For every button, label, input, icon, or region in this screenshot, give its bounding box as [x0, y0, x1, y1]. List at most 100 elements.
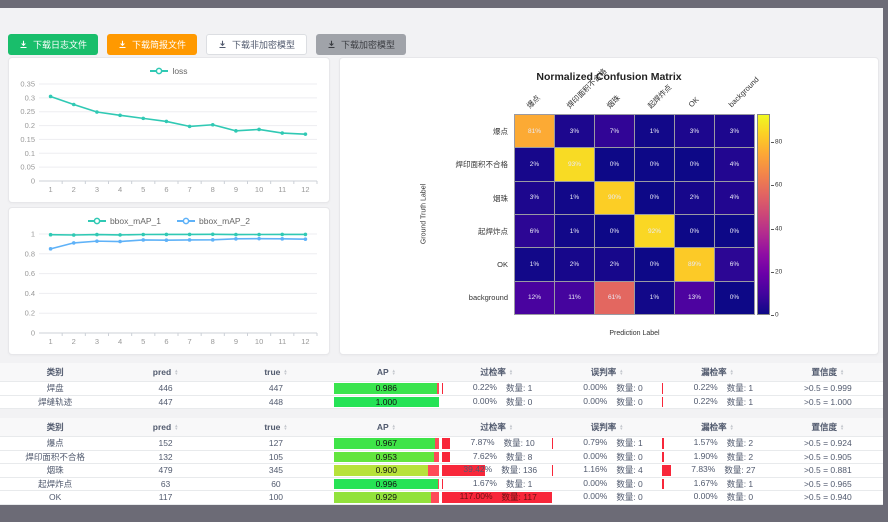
svg-text:0.3: 0.3	[25, 93, 35, 102]
matrix-cell-value: 3%	[689, 127, 700, 135]
column-header[interactable]: 置信度 ▲ ▼	[773, 418, 883, 436]
confusion-matrix-xlabel: Prediction Label	[609, 330, 660, 337]
sort-caret-icon[interactable]: ▲ ▼	[839, 367, 845, 376]
rate-percent: 0.00%	[583, 382, 608, 393]
column-header[interactable]: pred ▲ ▼	[110, 363, 220, 381]
rate-text: 0.00% 数量: 0	[571, 396, 643, 408]
sort-caret-icon[interactable]: ▲ ▼	[619, 422, 624, 431]
legend-item[interactable]: loss	[150, 65, 188, 76]
svg-text:1: 1	[31, 230, 35, 239]
sort-caret-icon[interactable]: ▲ ▼	[619, 367, 624, 376]
sort-caret-icon[interactable]: ▲ ▼	[174, 422, 179, 431]
svg-text:6: 6	[164, 337, 168, 346]
class-cell: 起焊炸点	[38, 478, 73, 489]
legend-item[interactable]: bbox_mAP_1	[87, 215, 161, 226]
true-cell: 345	[268, 465, 284, 476]
column-header-label: 置信度	[811, 367, 837, 377]
svg-text:0.8: 0.8	[25, 249, 35, 258]
matrix-cell: 1%	[515, 248, 554, 281]
button-label: 下载加密模型	[341, 40, 396, 50]
rate-percent: 0.00%	[583, 491, 608, 502]
sort-caret-icon[interactable]: ▲ ▼	[391, 422, 396, 431]
svg-text:0.2: 0.2	[25, 309, 35, 318]
column-header[interactable]: true ▲ ▼	[221, 363, 331, 381]
ap-bar: 0.929	[334, 492, 439, 503]
column-header[interactable]: 置信度 ▲ ▼	[773, 363, 883, 381]
matrix-cell-value: 2%	[529, 160, 540, 168]
rate-bar	[662, 383, 664, 394]
column-header[interactable]: 误判率 ▲ ▼	[552, 418, 662, 436]
column-header[interactable]: true ▲ ▼	[221, 418, 331, 436]
download-encrypted-model-button[interactable]: 下载加密模型	[316, 34, 407, 55]
sort-caret-icon[interactable]: ▲ ▼	[508, 367, 514, 376]
column-header[interactable]: AP ▲ ▼	[331, 363, 441, 381]
rate-count: 数量: 27	[724, 465, 756, 476]
rate-count: 数量: 2	[726, 438, 754, 449]
column-header[interactable]: 过检率 ▲ ▼	[442, 418, 552, 436]
column-header[interactable]: 过检率 ▲ ▼	[442, 363, 552, 381]
confidence-cell: >0.5 = 0.999	[803, 383, 852, 394]
sort-caret-icon[interactable]: ▲ ▼	[174, 367, 179, 376]
rate-count: 数量: 10	[503, 438, 535, 449]
ap-bar: 1.000	[334, 396, 439, 407]
matrix-cell: 7%	[595, 115, 634, 148]
sort-caret-icon[interactable]: ▲ ▼	[839, 422, 845, 431]
svg-text:0.35: 0.35	[20, 80, 35, 89]
true-cell: 127	[268, 438, 284, 449]
ap-bar-fill	[334, 465, 429, 476]
column-header-label: AP	[376, 422, 389, 432]
table-row: 焊盘 446 447 0.986 0.22% 数量: 1 0.00% 数量: 0 0.22% 数量…	[0, 382, 883, 396]
matrix-cell: 93%	[555, 148, 594, 181]
rate-text: 0.22% 数量: 1	[682, 396, 754, 408]
svg-text:0.6: 0.6	[25, 269, 35, 278]
ap-bar: 0.986	[334, 383, 439, 394]
matrix-cell: 1%	[635, 115, 674, 148]
column-header: 类别	[0, 418, 110, 436]
matrix-cell: 0%	[635, 248, 674, 281]
map-chart-card: bbox_mAP_1 bbox_mAP_2 0 0.2 0.4 0.6 0.8 1 1 2 3 4 5…	[8, 207, 330, 355]
ap-bar-fill	[334, 492, 432, 503]
download-report-button[interactable]: 下载简报文件	[107, 34, 198, 55]
svg-text:4: 4	[118, 337, 122, 346]
rate-count: 数量: 117	[501, 492, 537, 503]
matrix-cell-value: 4%	[729, 160, 740, 168]
sort-caret-icon[interactable]: ▲ ▼	[508, 422, 514, 431]
column-header[interactable]: 误判率 ▲ ▼	[552, 363, 662, 381]
legend-label: bbox_mAP_1	[109, 215, 161, 226]
matrix-cell-value: 0%	[729, 227, 740, 235]
column-header[interactable]: 漏检率 ▲ ▼	[662, 418, 772, 436]
sort-caret-icon[interactable]: ▲ ▼	[729, 422, 734, 431]
sort-caret-icon[interactable]: ▲ ▼	[729, 367, 734, 376]
sort-caret-icon[interactable]: ▲ ▼	[283, 422, 288, 431]
rate-bar	[662, 478, 665, 489]
column-header[interactable]: AP ▲ ▼	[331, 418, 441, 436]
metrics-table: 类别 pred ▲ ▼ true ▲ ▼ AP ▲ ▼ 过检率 ▲ ▼ 误判率 ▲ ▼ 漏检率 ▲ ▼ 置信度 ▲ ▼ 爆点…	[0, 418, 883, 505]
rate-percent: 0.00%	[583, 450, 608, 461]
sort-caret-icon[interactable]: ▲ ▼	[283, 367, 288, 376]
rate-percent: 0.79%	[583, 437, 608, 448]
column-header[interactable]: pred ▲ ▼	[110, 418, 220, 436]
rate-count: 数量: 1	[505, 478, 533, 489]
true-cell: 447	[268, 383, 284, 394]
matrix-cell-value: 3%	[529, 194, 540, 202]
column-header-label: 误判率	[590, 422, 617, 432]
legend-item[interactable]: bbox_mAP_2	[177, 215, 250, 226]
ap-bar-fill	[334, 396, 439, 407]
matrix-cell-value: 0%	[609, 227, 620, 235]
rate-text: 0.00% 数量: 0	[571, 450, 643, 463]
svg-text:12: 12	[301, 185, 309, 194]
download-log-button[interactable]: 下载日志文件	[8, 34, 99, 55]
matrix-cell-value: 81%	[527, 127, 541, 135]
download-plain-model-button[interactable]: 下载非加密模型	[206, 34, 308, 55]
miss-cell: 0.00% 数量: 0	[662, 491, 772, 504]
colorbar-tick-label: 40	[775, 225, 783, 233]
ap-bar: 0.900	[334, 465, 439, 476]
column-header[interactable]: 漏检率 ▲ ▼	[662, 363, 772, 381]
svg-text:3: 3	[95, 185, 99, 194]
matrix-cell: 3%	[675, 115, 714, 148]
download-icon	[328, 40, 335, 49]
toolbar: 下载日志文件 下载简报文件 下载非加密模型 下载加密模型	[8, 34, 407, 55]
sort-caret-icon[interactable]: ▲ ▼	[391, 367, 396, 376]
ap-cell: 1.000	[331, 396, 441, 409]
rate-percent: 0.00%	[472, 395, 497, 406]
